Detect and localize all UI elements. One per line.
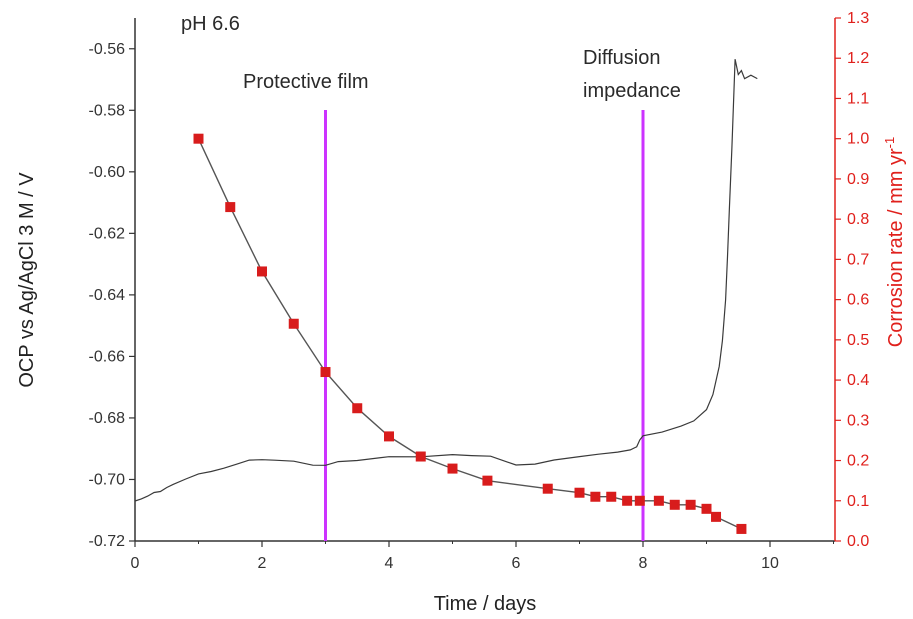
series-corrosion-points <box>193 133 747 534</box>
right-axis-label-main: Corrosion rate / mm yr <box>885 148 907 347</box>
left-tick-label: -0.62 <box>89 225 126 242</box>
annotation-diffusion: Diffusion <box>583 47 660 69</box>
corrosion-point <box>542 483 553 494</box>
annotation-impedance: impedance <box>583 80 681 102</box>
corrosion-point <box>257 266 267 277</box>
corrosion-point <box>225 202 236 213</box>
corrosion-point <box>736 523 747 534</box>
corrosion-point <box>653 495 664 506</box>
left-tick-label: -0.56 <box>89 41 126 58</box>
corrosion-point <box>352 403 363 414</box>
right-tick-label: 1.1 <box>847 90 869 107</box>
left-tick-label: -0.64 <box>89 287 126 304</box>
x-tick-label: 2 <box>258 555 267 572</box>
corrosion-point <box>701 503 712 514</box>
left-tick-label: -0.60 <box>89 164 126 181</box>
right-tick-label: 0.8 <box>847 211 869 228</box>
right-tick-label: 0.6 <box>847 292 869 309</box>
right-tick-label: 0.9 <box>847 171 869 188</box>
annotation-protective-film: Protective film <box>243 71 369 93</box>
right-tick-label: 0.7 <box>847 251 869 268</box>
right-tick-label: 0.4 <box>847 372 869 389</box>
x-tick-label: 4 <box>385 555 394 572</box>
marker-lines <box>324 110 645 541</box>
corrosion-point <box>669 499 680 510</box>
left-tick-label: -0.58 <box>89 102 126 119</box>
left-tick-label: -0.72 <box>89 533 126 550</box>
series-ocp-line <box>134 59 758 502</box>
corrosion-point <box>574 487 585 498</box>
chart-title: pH 6.6 <box>181 13 240 35</box>
right-tick-label: 1.0 <box>847 131 869 148</box>
right-tick-label: 1.2 <box>847 50 869 67</box>
x-tick-label: 10 <box>761 555 779 572</box>
x-axis-ticks: 0 2 4 6 8 10 <box>131 541 834 572</box>
right-tick-label: 1.3 <box>847 10 869 27</box>
x-tick-label: 6 <box>512 555 521 572</box>
corrosion-point <box>685 499 696 510</box>
corrosion-point <box>711 511 722 522</box>
x-tick-label: 8 <box>639 555 648 572</box>
series-corrosion-line <box>197 138 742 530</box>
corrosion-point <box>447 463 458 474</box>
x-axis-label: Time / days <box>434 593 537 615</box>
corrosion-point <box>384 431 394 442</box>
left-tick-label: -0.68 <box>89 410 126 427</box>
right-axis-label-sup: -1 <box>882 137 897 149</box>
corrosion-point <box>482 475 493 486</box>
right-tick-label: 0.3 <box>847 412 869 429</box>
corrosion-point <box>606 491 617 502</box>
right-axis-ticks: 0.0 0.1 0.2 0.3 0.4 0.5 0.6 0.7 0.8 0.9 1.0 1.1 1.2 1… <box>835 10 869 550</box>
corrosion-point <box>288 318 299 329</box>
right-tick-label: 0.2 <box>847 453 869 470</box>
left-tick-label: -0.70 <box>89 471 126 488</box>
left-tick-label: -0.66 <box>89 348 126 365</box>
left-axis-ticks: -0.56 -0.58 -0.60 -0.62 -0.64 -0.66 -0.68 -0.70… <box>89 41 135 550</box>
corrosion-point <box>634 495 645 506</box>
corrosion-point <box>590 491 601 502</box>
corrosion-point <box>193 133 204 144</box>
right-tick-label: 0.1 <box>847 493 869 510</box>
right-tick-label: 0.0 <box>847 533 869 550</box>
right-tick-label: 0.5 <box>847 332 869 349</box>
right-axis-label: Corrosion rate / mm yr-1 <box>882 137 907 348</box>
corrosion-point <box>415 451 426 462</box>
x-tick-label: 0 <box>131 555 140 572</box>
corrosion-point <box>320 367 331 378</box>
left-axis-label: OCP vs Ag/AgCl 3 M / V <box>16 172 38 388</box>
corrosion-point <box>622 495 633 506</box>
